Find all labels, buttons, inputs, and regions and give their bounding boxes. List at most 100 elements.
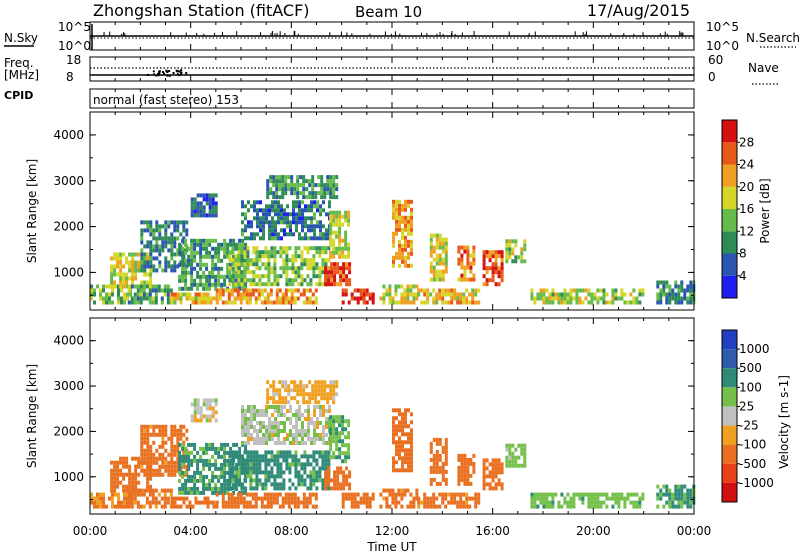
echo-cell	[662, 492, 666, 497]
echo-cell	[686, 288, 690, 293]
echo-cell	[344, 292, 348, 297]
echo-cell	[249, 454, 253, 459]
echo-cell	[578, 300, 582, 305]
echo-cell	[149, 472, 153, 477]
echo-cell	[111, 492, 114, 497]
echo-cell	[262, 232, 265, 237]
echo-cell	[214, 282, 218, 287]
echo-cell	[205, 197, 209, 202]
echo-cell	[284, 183, 288, 188]
echo-cell	[143, 244, 147, 249]
echo-cell	[161, 248, 165, 253]
echo-cell	[348, 278, 352, 283]
echo-cell	[293, 396, 297, 401]
echo-cell	[530, 496, 534, 501]
echo-cell	[244, 224, 247, 229]
echo-cell	[196, 470, 200, 475]
echo-cell	[208, 478, 212, 483]
echo-cell	[671, 504, 675, 509]
echo-cell	[689, 500, 693, 505]
echo-cell	[122, 456, 126, 461]
echo-cell	[196, 250, 200, 255]
echo-cell	[211, 254, 215, 259]
echo-cell	[341, 427, 345, 432]
echo-cell	[347, 214, 351, 219]
echo-cell	[316, 224, 319, 229]
echo-cell	[196, 205, 200, 210]
echo-cell	[250, 204, 253, 209]
echo-cell	[342, 274, 346, 279]
echo-cell	[335, 435, 339, 440]
echo-cell	[276, 486, 280, 491]
echo-cell	[441, 449, 445, 454]
echo-cell	[178, 470, 182, 475]
echo-cell	[511, 451, 515, 456]
echo-cell	[288, 466, 292, 471]
echo-cell	[133, 292, 137, 297]
echo-cell	[306, 258, 310, 263]
echo-cell	[505, 247, 509, 252]
echo-cell	[508, 443, 512, 448]
echo-cell	[494, 474, 498, 479]
echo-cell	[137, 260, 141, 265]
echo-cell	[441, 241, 445, 246]
echo-cell	[196, 238, 200, 243]
echo-cell	[265, 220, 268, 225]
echo-cell	[590, 300, 594, 305]
echo-cell	[248, 296, 252, 301]
echo-cell	[140, 444, 144, 449]
echo-cell	[328, 204, 331, 209]
echo-cell	[259, 437, 262, 441]
echo-cell	[108, 300, 111, 305]
echo-cell	[173, 236, 177, 241]
echo-cell	[152, 244, 156, 249]
echo-cell	[302, 384, 306, 389]
echo-cell	[102, 284, 105, 289]
echo-cell	[523, 451, 527, 456]
echo-cell	[368, 292, 372, 297]
echo-cell	[404, 247, 407, 252]
echo-cell	[332, 415, 336, 420]
echo-cell	[205, 450, 209, 455]
echo-cell	[235, 470, 239, 475]
echo-cell	[119, 456, 123, 461]
echo-cell	[139, 292, 143, 297]
echo-cell	[406, 300, 410, 305]
echo-cell	[266, 400, 270, 405]
echo-cell	[329, 226, 333, 231]
echo-cell	[313, 409, 316, 413]
echo-cell	[244, 409, 247, 413]
echo-cell	[126, 504, 129, 509]
echo-cell	[500, 278, 504, 283]
echo-cell	[199, 474, 203, 479]
echo-cell	[278, 300, 282, 305]
echo-cell	[474, 292, 478, 297]
echo-cell	[466, 245, 470, 250]
echo-cell	[523, 459, 527, 464]
velocity-panel-frame	[89, 317, 695, 515]
x-tick-label: 00:00	[73, 524, 108, 538]
echo-cell	[401, 203, 404, 208]
echo-cell	[238, 238, 242, 243]
echo-cell	[155, 220, 159, 225]
echo-cell	[240, 466, 244, 471]
echo-cell	[257, 496, 261, 501]
echo-cell	[274, 405, 277, 409]
echo-cell	[333, 486, 337, 491]
echo-cell	[301, 421, 304, 425]
echo-cell	[254, 504, 258, 509]
echo-cell	[429, 481, 433, 486]
echo-cell	[313, 200, 316, 205]
echo-cell	[223, 454, 227, 459]
echo-cell	[211, 246, 215, 251]
echo-cell	[146, 260, 150, 265]
echo-cell	[202, 286, 206, 291]
echo-cell	[322, 236, 325, 241]
echo-cell	[143, 280, 147, 285]
echo-cell	[329, 396, 333, 401]
echo-cell	[508, 451, 512, 456]
echo-cell	[285, 262, 289, 267]
echo-cell	[173, 428, 177, 433]
echo-cell	[276, 470, 280, 475]
echo-cell	[246, 450, 250, 455]
